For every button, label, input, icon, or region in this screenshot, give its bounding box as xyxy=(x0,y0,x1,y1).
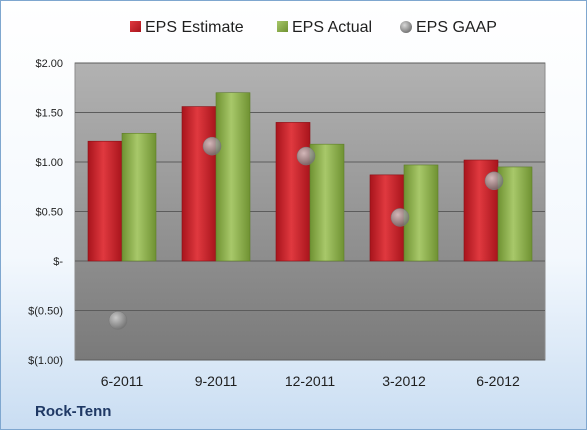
bar-eps-estimate xyxy=(181,106,217,262)
y-tick-label: $1.50 xyxy=(35,108,63,120)
y-tick-label: $1.00 xyxy=(35,157,63,169)
x-tick-label: 12-2011 xyxy=(285,373,336,389)
legend-estimate-label: EPS Estimate xyxy=(145,19,244,36)
company-label: Rock-Tenn xyxy=(35,403,112,420)
bar-eps-estimate xyxy=(275,122,311,262)
y-tick-label: $(0.50) xyxy=(28,306,63,318)
legend-item-actual: EPS Actual xyxy=(277,19,372,36)
legend-actual-label: EPS Actual xyxy=(292,19,372,36)
y-tick-label: $- xyxy=(53,256,63,268)
legend-gaap-swatch xyxy=(400,21,412,33)
bar-eps-actual xyxy=(403,164,439,262)
x-tick-label: 3-2012 xyxy=(382,373,426,389)
bar-eps-actual xyxy=(215,92,251,262)
x-axis-labels: 6-2011 9-2011 12-2011 3-2012 6-2012 xyxy=(101,373,520,389)
marker-eps-gaap xyxy=(484,171,504,191)
x-tick-label: 6-2011 xyxy=(101,373,144,389)
bar-eps-estimate xyxy=(87,140,123,262)
y-tick-label: $(1.00) xyxy=(28,355,63,367)
bar-eps-actual xyxy=(309,143,345,262)
y-tick-label: $2.00 xyxy=(35,58,63,70)
marker-eps-gaap xyxy=(296,146,316,166)
marker-eps-gaap xyxy=(202,136,222,156)
y-tick-label: $0.50 xyxy=(35,207,63,219)
y-axis-labels: $2.00 $1.50 $1.00 $0.50 $- $(0.50) $(1.00) xyxy=(28,58,63,367)
bar-eps-actual xyxy=(121,132,157,262)
bars xyxy=(87,92,533,262)
legend-estimate-swatch xyxy=(130,21,141,32)
marker-eps-gaap xyxy=(390,208,410,227)
legend: EPS Estimate EPS Actual EPS GAAP xyxy=(130,19,497,36)
legend-item-gaap: EPS GAAP xyxy=(400,19,497,36)
legend-actual-swatch xyxy=(277,21,288,32)
gaap-markers xyxy=(108,136,504,330)
x-tick-label: 9-2011 xyxy=(195,373,238,389)
x-tick-label: 6-2012 xyxy=(476,373,520,389)
bar-eps-actual xyxy=(497,166,533,262)
marker-eps-gaap xyxy=(108,311,128,330)
legend-gaap-label: EPS GAAP xyxy=(416,19,497,36)
legend-item-estimate: EPS Estimate xyxy=(130,19,244,36)
